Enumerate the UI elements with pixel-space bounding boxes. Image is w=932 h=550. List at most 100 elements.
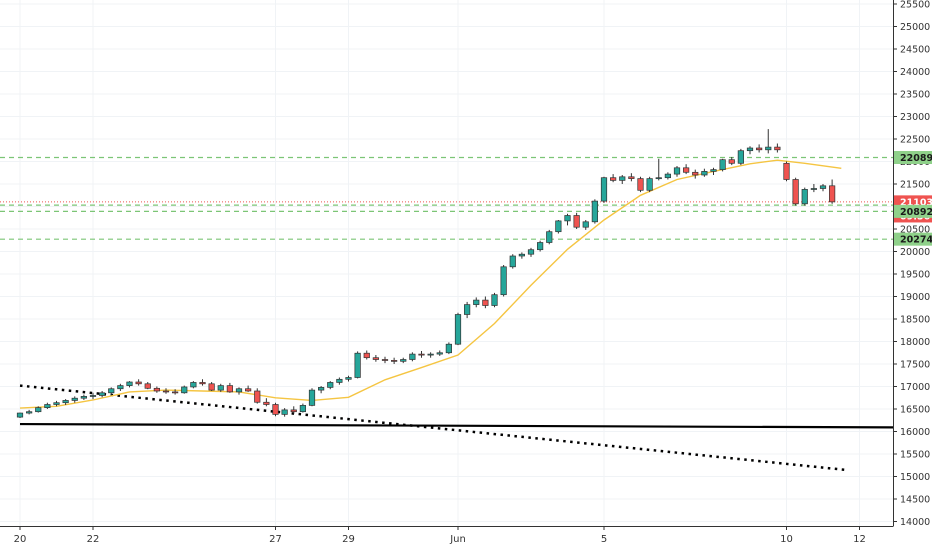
price-labels: 220892110309:562089220274 — [894, 150, 932, 246]
candle-up — [591, 199, 598, 224]
candle-up — [299, 403, 306, 413]
candle-up — [555, 220, 562, 234]
candles — [16, 129, 836, 418]
x-tick-label: 12 — [853, 534, 866, 545]
candle-body — [555, 220, 562, 233]
y-tick-label: 24500 — [900, 45, 930, 56]
candle-up — [673, 166, 681, 177]
grid — [0, 0, 893, 526]
candle-body — [153, 387, 160, 392]
candle-up — [600, 176, 608, 203]
candle-up — [117, 383, 124, 391]
candle-body — [783, 162, 790, 180]
candle-body — [62, 400, 69, 404]
candle-up — [518, 252, 525, 259]
candle-up — [235, 387, 243, 395]
y-tick-label: 16000 — [900, 427, 930, 438]
trend-lines — [19, 384, 932, 472]
candle-body — [418, 353, 425, 356]
candle-body — [190, 382, 197, 388]
candle-body — [235, 388, 243, 393]
candle-body — [646, 178, 653, 191]
candle-body — [692, 171, 699, 176]
candle-body — [792, 179, 799, 205]
x-tick-label: 29 — [342, 534, 355, 545]
candle-up — [345, 375, 352, 382]
candle-body — [245, 388, 252, 392]
candle-body — [655, 177, 662, 180]
candle-up — [80, 394, 87, 400]
support-trend-line[interactable] — [19, 422, 932, 429]
candle-body — [409, 353, 416, 360]
x-tick-label: 20 — [14, 534, 27, 545]
candle-down — [573, 212, 580, 229]
candle-body — [527, 249, 535, 255]
price-label-text: 22089 — [900, 153, 932, 164]
candle-down — [172, 389, 179, 395]
candle-body — [400, 359, 407, 362]
candle-body — [35, 407, 42, 413]
candle-up — [500, 265, 507, 297]
candle-body — [16, 412, 24, 418]
candle-up — [26, 409, 33, 415]
price-label-text: 20274 — [900, 235, 932, 246]
candle-down — [418, 350, 425, 358]
candle-body — [381, 359, 389, 361]
y-tick-label: 21500 — [900, 180, 930, 191]
candle-body — [491, 294, 498, 306]
candle-up — [655, 158, 662, 181]
candle-down — [637, 176, 644, 193]
candle-body — [26, 411, 33, 414]
candle-body — [99, 392, 106, 396]
y-tick-label: 23500 — [900, 90, 930, 101]
candle-body — [819, 185, 827, 189]
candle-down — [144, 382, 151, 390]
candle-up — [619, 175, 626, 184]
candle-down — [162, 388, 170, 394]
candle-body — [126, 381, 133, 386]
candle-body — [673, 167, 681, 175]
candle-body — [719, 159, 726, 170]
y-tick-label: 22500 — [900, 135, 930, 146]
dotted-trend-line[interactable] — [19, 384, 849, 472]
y-tick-label: 14000 — [900, 517, 930, 528]
candle-up — [473, 297, 480, 308]
candle-up — [71, 396, 78, 403]
y-tick-label: 20000 — [900, 247, 930, 258]
horizontal-levels — [0, 156, 893, 240]
candle-body — [546, 231, 553, 243]
y-tick-label: 15000 — [900, 472, 930, 483]
candle-up — [819, 184, 827, 192]
price-label-background — [894, 150, 932, 164]
candle-body — [427, 353, 434, 356]
candle-up — [436, 350, 443, 356]
y-tick-label: 16500 — [900, 405, 930, 416]
candle-body — [464, 304, 471, 315]
x-tick-label: 22 — [87, 534, 100, 545]
candle-body — [263, 401, 270, 405]
candle-down — [783, 161, 790, 182]
candle-body — [637, 178, 644, 191]
y-tick-label: 19500 — [900, 270, 930, 281]
candle-up — [217, 383, 224, 392]
candle-down — [683, 164, 690, 175]
candle-body — [354, 352, 361, 378]
candle-up — [537, 240, 544, 252]
candle-body — [454, 314, 462, 345]
candle-up — [44, 402, 51, 409]
candle-up — [646, 176, 653, 193]
y-axis-background — [893, 0, 932, 550]
candle-down — [381, 356, 389, 364]
candle-up — [336, 377, 343, 385]
candle-down — [628, 173, 635, 182]
candle-body — [537, 242, 544, 251]
candle-body — [272, 404, 279, 415]
candle-body — [318, 387, 325, 391]
candle-down — [135, 379, 142, 386]
moving-average-line — [19, 159, 842, 409]
candle-body — [199, 382, 206, 385]
candle-up — [308, 388, 316, 407]
candle-up — [108, 387, 115, 395]
